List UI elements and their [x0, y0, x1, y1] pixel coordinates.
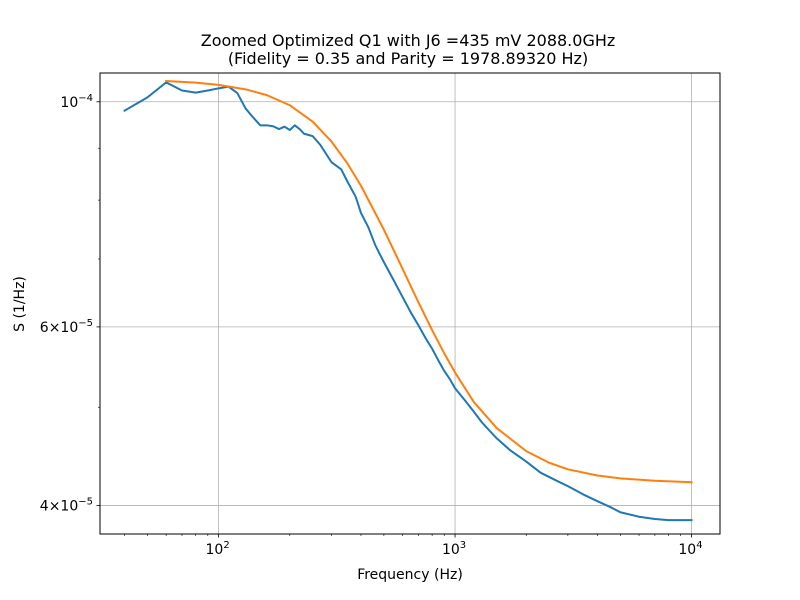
x-tick-label: 103	[442, 540, 466, 558]
chart-title-line-1: Zoomed Optimized Q1 with J6 =435 mV 2088…	[201, 31, 616, 50]
series-line-1	[123, 81, 693, 522]
plot-lines	[123, 79, 693, 522]
axis-ticks: 102 103 104 4×10−5 6×10−5 10−4	[40, 93, 703, 558]
x-tick-label: 104	[678, 540, 702, 558]
axes-frame	[99, 72, 721, 535]
y-tick-label: 6×10−5	[40, 318, 93, 336]
x-tick-label: 102	[206, 540, 230, 558]
y-tick-label: 10−4	[60, 93, 93, 111]
chart-title-line-2: (Fidelity = 0.35 and Parity = 1978.89320…	[228, 49, 588, 68]
y-axis-label: S (1/Hz)	[12, 276, 28, 332]
grid-lines	[100, 73, 720, 534]
x-axis-label: Frequency (Hz)	[357, 567, 463, 583]
y-tick-label: 4×10−5	[40, 497, 93, 515]
series-line-2	[165, 79, 693, 484]
